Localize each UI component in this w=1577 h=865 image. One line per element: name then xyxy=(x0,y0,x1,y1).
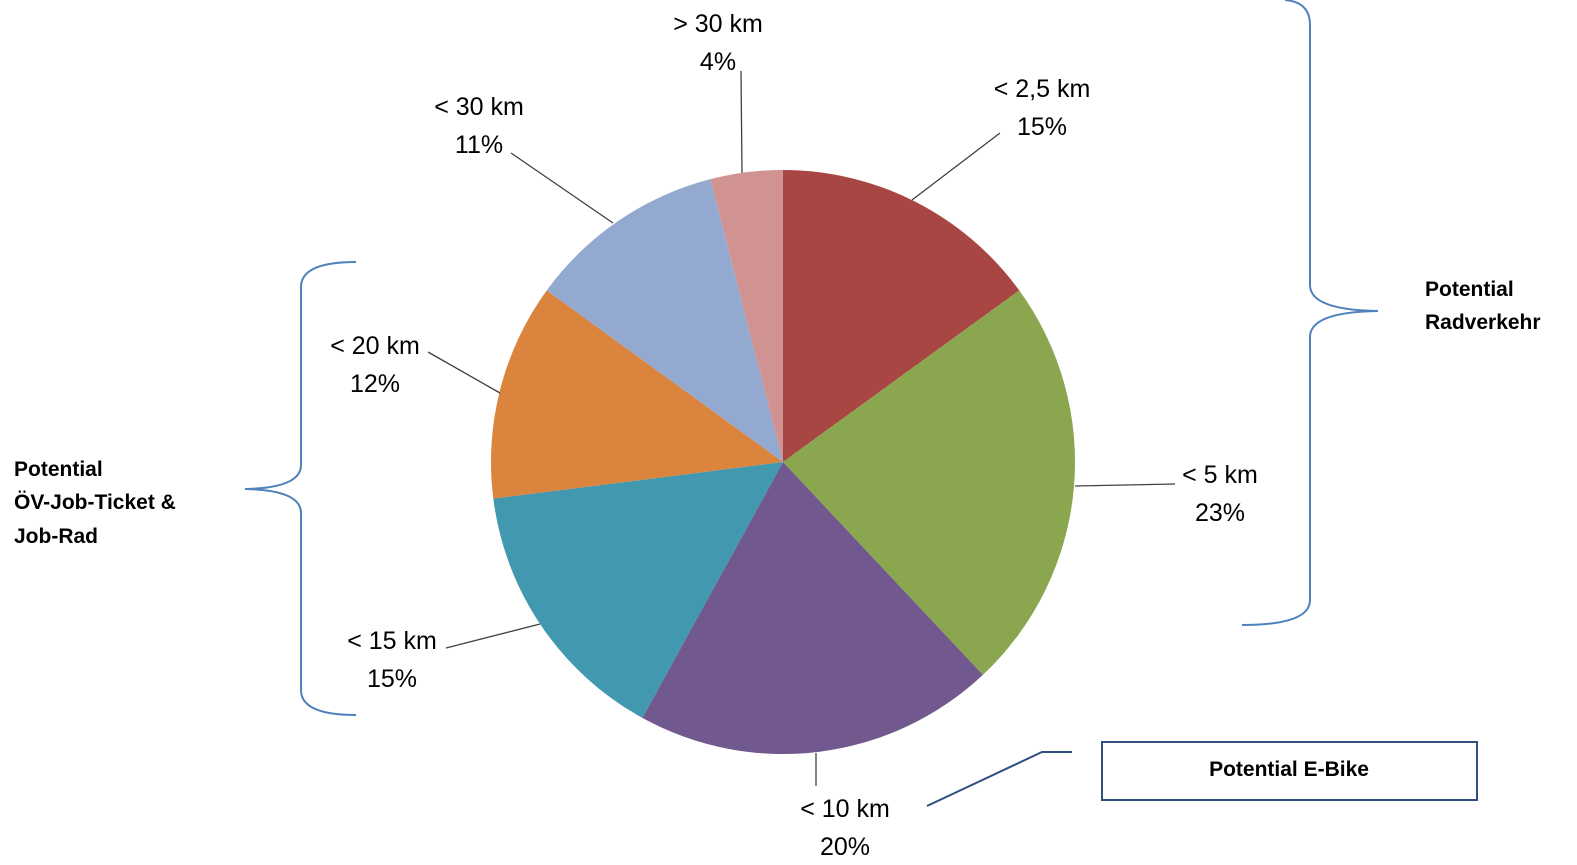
pie-slice-2 xyxy=(783,290,1075,675)
slice-category-label-7: > 30 km xyxy=(673,10,763,38)
slice-percent-label-4: 15% xyxy=(367,665,417,693)
pie-slice-1 xyxy=(783,170,1020,462)
slice-category-label-4: < 15 km xyxy=(347,627,437,655)
ebike-label: Potential E-Bike xyxy=(1209,758,1369,781)
slice-percent-label-1: 15% xyxy=(1017,113,1067,141)
leader-line-4 xyxy=(445,623,541,649)
slice-percent-label-5: 12% xyxy=(350,370,400,398)
radverkehr-label-line1: Potential xyxy=(1425,278,1514,301)
slice-category-label-3: < 10 km xyxy=(800,795,890,823)
leader-line-5 xyxy=(427,351,501,394)
leader-line-2 xyxy=(1074,483,1176,487)
slice-percent-label-7: 4% xyxy=(700,48,736,76)
radverkehr-brace xyxy=(1241,0,1379,626)
ebike-connector xyxy=(926,751,1072,807)
pie-slice-4 xyxy=(493,462,783,718)
slice-percent-label-2: 23% xyxy=(1195,499,1245,527)
leader-line-6 xyxy=(510,152,614,224)
slice-category-label-2: < 5 km xyxy=(1182,461,1258,489)
slice-category-label-1: < 2,5 km xyxy=(994,75,1091,103)
leader-line-7 xyxy=(740,70,743,174)
leader-line-1 xyxy=(911,132,1001,201)
radverkehr-label-line2: Radverkehr xyxy=(1425,311,1541,334)
slice-category-label-5: < 20 km xyxy=(330,332,420,360)
pie-slice-6 xyxy=(546,179,783,463)
oev-label-line3: Job-Rad xyxy=(14,525,98,548)
slice-percent-label-6: 11% xyxy=(455,131,503,159)
oev-label-line1: Potential xyxy=(14,458,103,481)
slice-percent-label-3: 20% xyxy=(820,833,870,861)
pie-slice-7 xyxy=(710,170,783,462)
pie-slices xyxy=(491,170,1075,754)
ebike-box xyxy=(1101,741,1478,801)
oev-brace xyxy=(244,261,357,716)
slice-category-label-6: < 30 km xyxy=(434,93,524,121)
leader-lines xyxy=(427,70,1176,786)
oev-label-line2: ÖV-Job-Ticket & xyxy=(14,491,176,514)
slice-labels: < 2,5 km 15% < 5 km 23% < 10 km 20% < 15 km 15%… xyxy=(330,10,1258,861)
pie-slice-3 xyxy=(642,462,983,754)
pie-slice-5 xyxy=(491,290,783,499)
